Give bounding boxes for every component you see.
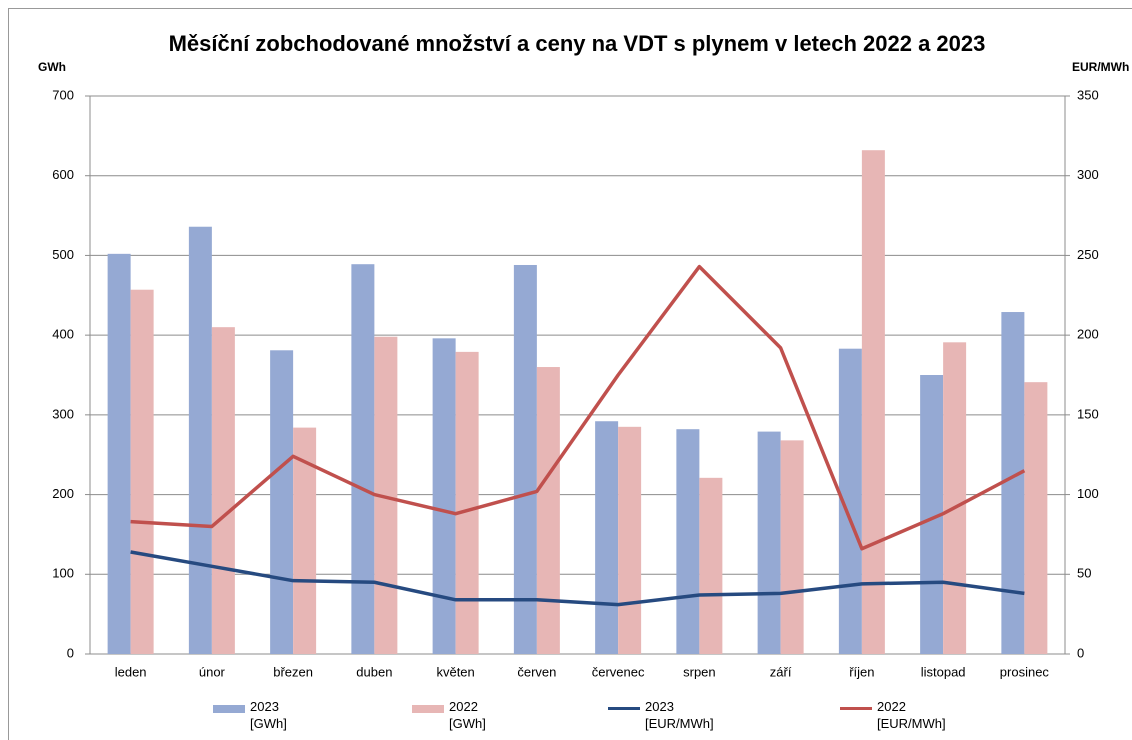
y2-tick-label: 0 — [1077, 645, 1084, 660]
y-tick-label: 200 — [52, 486, 74, 501]
legend-label: 2022 [GWh] — [449, 699, 486, 731]
x-tick-label: duben — [356, 664, 392, 679]
y-tick-label: 300 — [52, 406, 74, 421]
bar — [618, 426, 642, 654]
bar — [757, 431, 781, 654]
x-tick-label: prosinec — [1000, 664, 1050, 679]
bar — [432, 338, 456, 654]
bar — [293, 427, 317, 654]
x-tick-label: srpen — [683, 664, 716, 679]
x-tick-label: září — [770, 664, 792, 679]
chart-title: Měsíční zobchodované množství a ceny na … — [169, 31, 986, 56]
y2-axis-label: EUR/MWh — [1072, 60, 1129, 74]
bar — [107, 253, 131, 654]
line-series — [130, 550, 1025, 607]
x-tick-label: březen — [273, 664, 313, 679]
bar — [1024, 382, 1048, 654]
bar — [211, 327, 235, 654]
y-tick-label: 500 — [52, 247, 74, 262]
bar — [374, 336, 398, 654]
legend-label: 2023 [GWh] — [250, 699, 287, 731]
bar — [513, 264, 537, 654]
bar — [1001, 312, 1025, 654]
bar — [595, 421, 619, 654]
y2-tick-label: 250 — [1077, 247, 1099, 262]
y2-tick-label: 350 — [1077, 87, 1099, 102]
bar — [676, 429, 700, 654]
y-axis-label: GWh — [38, 60, 66, 74]
frame — [8, 8, 1132, 740]
x-tick-label: květen — [436, 664, 474, 679]
y2-tick-label: 300 — [1077, 167, 1099, 182]
legend-label: 2022 [EUR/MWh] — [877, 699, 946, 731]
y-tick-label: 700 — [52, 87, 74, 102]
x-tick-label: červenec — [592, 664, 645, 679]
y2-tick-label: 100 — [1077, 486, 1099, 501]
bar — [270, 350, 294, 654]
y-tick-label: 400 — [52, 327, 74, 342]
y2-tick-label: 150 — [1077, 406, 1099, 421]
legend-swatch — [412, 705, 444, 713]
bar — [130, 289, 154, 654]
legend-swatch — [213, 705, 245, 713]
bar — [188, 226, 212, 654]
bar — [943, 342, 967, 654]
y2-tick-label: 200 — [1077, 327, 1099, 342]
bar — [861, 150, 885, 654]
x-tick-label: červen — [517, 664, 556, 679]
bar — [455, 351, 479, 654]
bar — [536, 367, 560, 654]
y2-tick-label: 50 — [1077, 566, 1091, 581]
legend-swatch — [608, 707, 640, 710]
x-tick-label: únor — [199, 664, 226, 679]
bar — [699, 477, 723, 654]
line-series — [130, 264, 1026, 551]
bar — [351, 264, 375, 654]
bar — [780, 440, 804, 654]
x-tick-label: leden — [115, 664, 147, 679]
y-tick-label: 100 — [52, 566, 74, 581]
y-tick-label: 600 — [52, 167, 74, 182]
legend-label: 2023 [EUR/MWh] — [645, 699, 714, 731]
x-tick-label: listopad — [921, 664, 966, 679]
legend-swatch — [840, 707, 872, 710]
x-tick-label: říjen — [849, 664, 874, 679]
y-tick-label: 0 — [67, 645, 74, 660]
bar — [838, 348, 862, 654]
